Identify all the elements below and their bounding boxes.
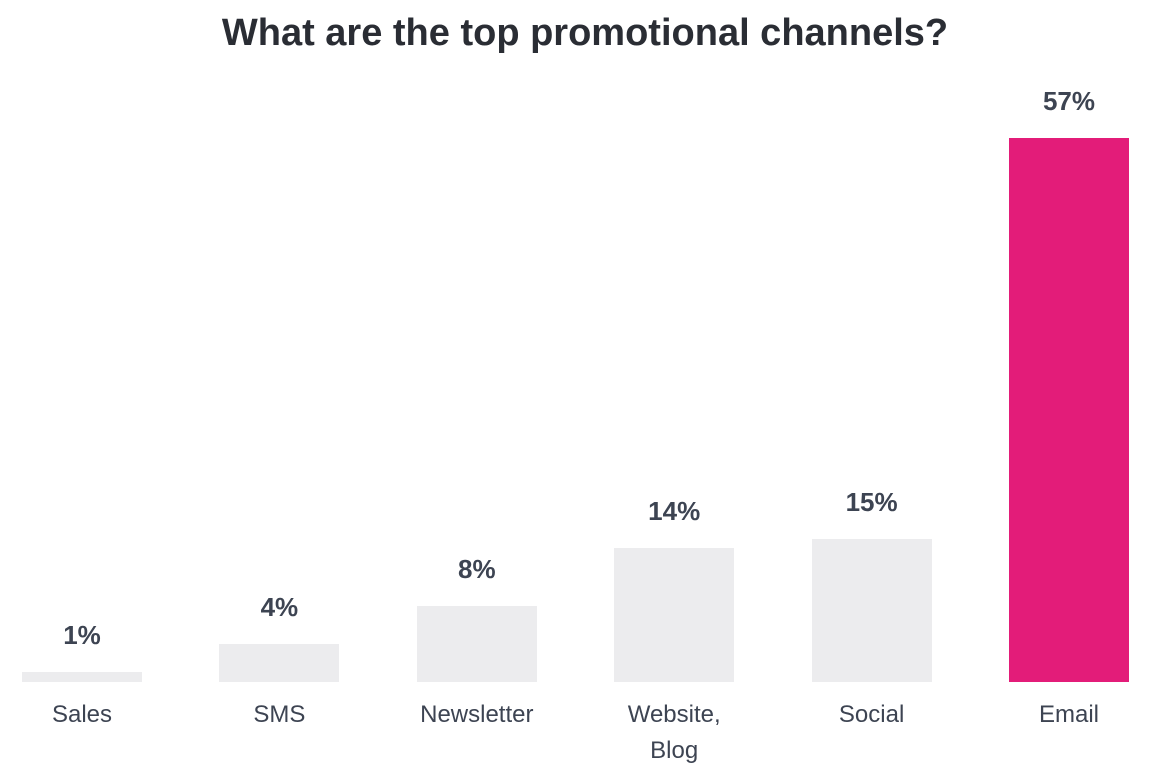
value-label: 14% [648, 496, 701, 527]
value-label: 57% [1042, 86, 1096, 116]
value-label: 8% [458, 553, 496, 584]
value-label: 15% [845, 486, 898, 517]
bar [22, 672, 142, 682]
x-tick-label: Website, Blog [627, 701, 721, 764]
bar [811, 538, 932, 682]
bar [614, 548, 735, 682]
chart-title: What are the top promotional channels? [221, 12, 949, 54]
value-label: 4% [260, 591, 299, 622]
x-tick-label: Social [838, 701, 905, 728]
x-tick-label: Newsletter [420, 701, 534, 728]
bar [219, 643, 340, 682]
x-tick-label: Sales [51, 701, 113, 728]
x-tick-label: SMS [253, 701, 306, 728]
bar [416, 605, 537, 682]
x-tick-label: Email [1038, 701, 1099, 728]
value-label: 1% [63, 620, 101, 651]
bar [1009, 138, 1129, 682]
